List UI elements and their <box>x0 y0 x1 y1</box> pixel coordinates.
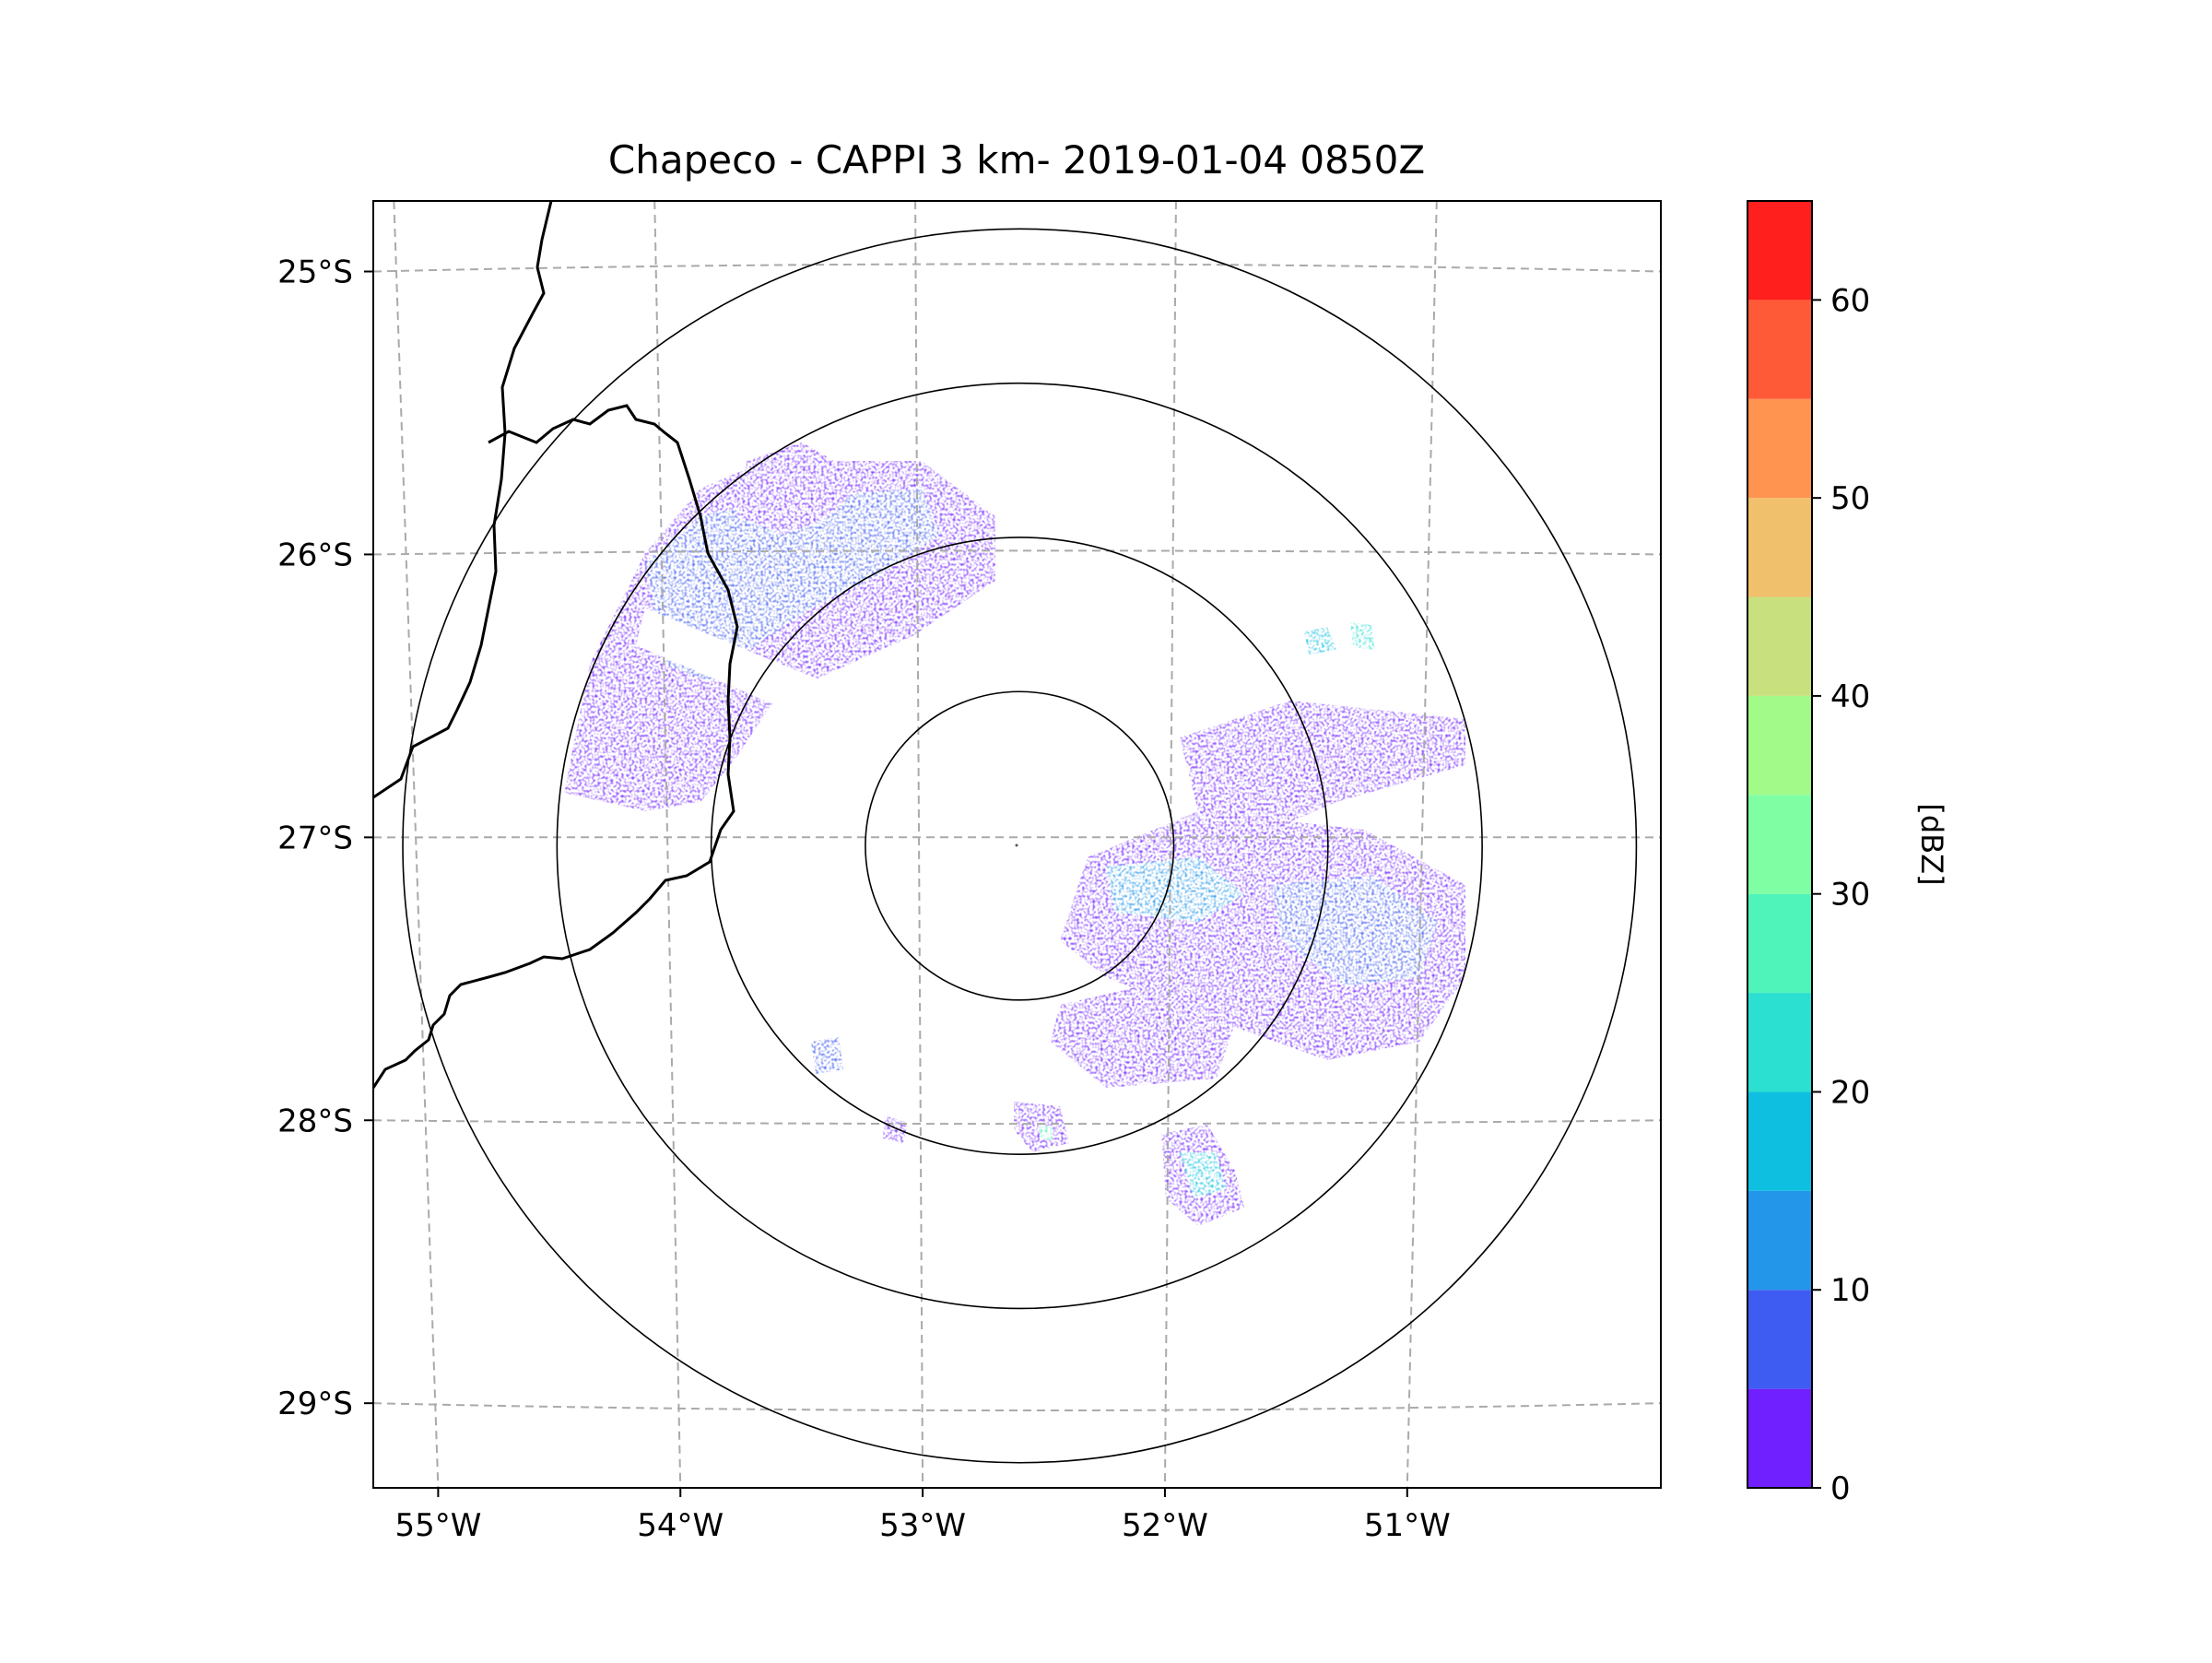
colorbar-bin-30 <box>1747 795 1812 893</box>
meridian-4 <box>1407 201 1437 1488</box>
colorbar-tick-label-30: 30 <box>1830 877 1870 914</box>
colorbar-tick-label-40: 40 <box>1830 678 1870 715</box>
colorbar-bin-40 <box>1747 597 1812 696</box>
colorbar-bin-5 <box>1747 1290 1812 1388</box>
y-tick-label-3: 28°S <box>277 1103 353 1139</box>
radar-site <box>1016 844 1018 847</box>
y-tick-label-4: 29°S <box>277 1386 353 1422</box>
range-ring-200km <box>403 229 1636 1462</box>
colorbar-bin-20 <box>1747 993 1812 1091</box>
colorbar-bin-10 <box>1747 1191 1812 1290</box>
colorbar-bin-25 <box>1747 894 1812 993</box>
colorbar-bin-0 <box>1747 1389 1812 1488</box>
colorbar-tick-label-60: 60 <box>1830 282 1870 319</box>
y-tick-label-0: 25°S <box>277 254 353 291</box>
parallel-4 <box>373 1403 1661 1410</box>
parallel-0 <box>373 264 1661 271</box>
colorbar-bin-15 <box>1747 1091 1812 1190</box>
colorbar-tick-label-50: 50 <box>1830 480 1870 517</box>
x-tick-label-1: 54°W <box>637 1507 724 1544</box>
colorbar-bin-45 <box>1747 498 1812 596</box>
echo-ne-cell-b <box>1350 622 1375 650</box>
x-tick-label-0: 55°W <box>394 1507 481 1544</box>
colorbar-tick-label-20: 20 <box>1830 1074 1870 1111</box>
y-tick-label-1: 26°S <box>277 537 353 573</box>
colorbar-bin-50 <box>1747 399 1812 498</box>
border-segment-north <box>373 201 551 797</box>
echo-s-cell-core <box>1040 1125 1053 1139</box>
colorbar-label: [dBZ] <box>1914 803 1949 885</box>
x-tick-label-3: 52°W <box>1122 1507 1208 1544</box>
parallel-1 <box>373 550 1661 554</box>
colorbar-bin-60 <box>1747 201 1812 300</box>
x-tick-label-4: 51°W <box>1364 1507 1451 1544</box>
colorbar-bin-55 <box>1747 300 1812 398</box>
echo-sw-speck <box>883 1115 908 1143</box>
reflectivity-echoes <box>564 442 1465 1226</box>
meridian-0 <box>394 201 438 1488</box>
map-area <box>373 201 1661 1488</box>
echo-sw-cell <box>811 1037 843 1074</box>
y-axis: 25°S 26°S 27°S 28°S 29°S <box>277 254 373 1423</box>
colorbar-ticks: 0 10 20 30 40 50 60 <box>1812 282 1870 1507</box>
y-tick-label-2: 27°S <box>277 820 353 856</box>
colorbar-tick-label-10: 10 <box>1830 1272 1870 1309</box>
meridian-1 <box>654 201 680 1488</box>
echo-ne-cell-a <box>1304 627 1336 655</box>
x-tick-label-2: 53°W <box>879 1507 966 1544</box>
colorbar-bins <box>1747 201 1812 1488</box>
range-rings <box>403 229 1636 1462</box>
chart-title: Chapeco - CAPPI 3 km- 2019-01-04 0850Z <box>608 137 1425 183</box>
colorbar-tick-label-0: 0 <box>1830 1470 1851 1507</box>
x-axis: 55°W 54°W 53°W 52°W 51°W <box>394 1488 1450 1544</box>
colorbar: 0 10 20 30 40 50 60 [dBZ] <box>1747 201 1949 1507</box>
colorbar-bin-35 <box>1747 696 1812 795</box>
